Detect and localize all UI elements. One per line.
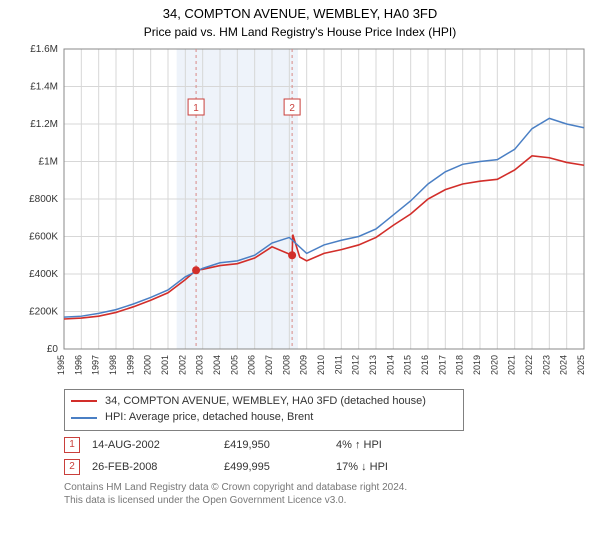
- svg-text:2023: 2023: [541, 355, 551, 375]
- svg-text:2022: 2022: [524, 355, 534, 375]
- svg-text:2024: 2024: [559, 355, 569, 375]
- transaction-pct: 4% ↑ HPI: [336, 439, 456, 451]
- svg-text:2010: 2010: [316, 355, 326, 375]
- svg-text:£1.6M: £1.6M: [30, 45, 58, 55]
- transaction-price: £499,995: [224, 461, 324, 473]
- page-title: 34, COMPTON AVENUE, WEMBLEY, HA0 3FD: [10, 6, 590, 23]
- transaction-marker-icon: 1: [64, 437, 80, 453]
- svg-text:£800K: £800K: [29, 194, 58, 205]
- svg-text:2005: 2005: [229, 355, 239, 375]
- svg-text:£1.2M: £1.2M: [30, 119, 58, 130]
- svg-text:£400K: £400K: [29, 269, 58, 280]
- legend: 34, COMPTON AVENUE, WEMBLEY, HA0 3FD (de…: [64, 389, 464, 431]
- plot-svg: £0 £200K £400K £600K £800K £1M £1.2M £1.4M £1.6M…: [10, 45, 600, 385]
- svg-text:2013: 2013: [368, 355, 378, 375]
- svg-text:2025: 2025: [576, 355, 586, 375]
- transaction-date: 14-AUG-2002: [92, 439, 212, 451]
- svg-text:2000: 2000: [143, 355, 153, 375]
- svg-text:2018: 2018: [455, 355, 465, 375]
- svg-text:1998: 1998: [108, 355, 118, 375]
- transaction-pct: 17% ↓ HPI: [336, 461, 456, 473]
- svg-text:2012: 2012: [351, 355, 361, 375]
- svg-text:2011: 2011: [333, 355, 343, 374]
- page-subtitle: Price paid vs. HM Land Registry's House …: [10, 25, 590, 39]
- svg-text:1995: 1995: [56, 355, 66, 375]
- svg-text:£1.4M: £1.4M: [30, 81, 58, 92]
- legend-label: HPI: Average price, detached house, Bren…: [105, 409, 313, 426]
- legend-label: 34, COMPTON AVENUE, WEMBLEY, HA0 3FD (de…: [105, 393, 426, 410]
- svg-text:2002: 2002: [177, 355, 187, 375]
- svg-text:£600K: £600K: [29, 231, 58, 242]
- transaction-marker-icon: 2: [64, 459, 80, 475]
- svg-text:2016: 2016: [420, 355, 430, 375]
- legend-item: HPI: Average price, detached house, Bren…: [71, 409, 457, 426]
- svg-text:£1M: £1M: [39, 156, 58, 167]
- svg-text:2008: 2008: [281, 355, 291, 375]
- chart-container: 34, COMPTON AVENUE, WEMBLEY, HA0 3FD Pri…: [0, 0, 600, 560]
- svg-text:1997: 1997: [91, 355, 101, 375]
- svg-text:1999: 1999: [125, 355, 135, 375]
- svg-text:£200K: £200K: [29, 306, 58, 317]
- legend-swatch: [71, 400, 97, 402]
- legend-item: 34, COMPTON AVENUE, WEMBLEY, HA0 3FD (de…: [71, 393, 457, 410]
- svg-text:2021: 2021: [507, 355, 517, 375]
- svg-text:£0: £0: [47, 344, 59, 355]
- footer-attribution: Contains HM Land Registry data © Crown c…: [64, 481, 590, 507]
- transaction-date: 26-FEB-2008: [92, 461, 212, 473]
- svg-text:2007: 2007: [264, 355, 274, 375]
- footer-line-1: Contains HM Land Registry data © Crown c…: [64, 481, 590, 494]
- transaction-row: 1 14-AUG-2002 £419,950 4% ↑ HPI: [64, 437, 590, 453]
- svg-text:2014: 2014: [385, 355, 395, 375]
- transaction-price: £419,950: [224, 439, 324, 451]
- legend-swatch: [71, 417, 97, 419]
- svg-text:2004: 2004: [212, 355, 222, 375]
- transactions-list: 1 14-AUG-2002 £419,950 4% ↑ HPI 2 26-FEB-2008…: [64, 437, 590, 475]
- svg-text:2017: 2017: [437, 355, 447, 375]
- svg-text:2: 2: [289, 103, 295, 114]
- svg-text:2009: 2009: [299, 355, 309, 375]
- svg-text:2006: 2006: [247, 355, 257, 375]
- svg-text:2001: 2001: [160, 355, 170, 375]
- svg-text:2003: 2003: [195, 355, 205, 375]
- transaction-row: 2 26-FEB-2008 £499,995 17% ↓ HPI: [64, 459, 590, 475]
- svg-text:2020: 2020: [489, 355, 499, 375]
- svg-text:1996: 1996: [73, 355, 83, 375]
- svg-text:2015: 2015: [403, 355, 413, 375]
- svg-text:2019: 2019: [472, 355, 482, 375]
- line-chart: £0 £200K £400K £600K £800K £1M £1.2M £1.4M £1.6M…: [10, 45, 590, 385]
- svg-text:1: 1: [193, 103, 199, 114]
- footer-line-2: This data is licensed under the Open Gov…: [64, 494, 590, 507]
